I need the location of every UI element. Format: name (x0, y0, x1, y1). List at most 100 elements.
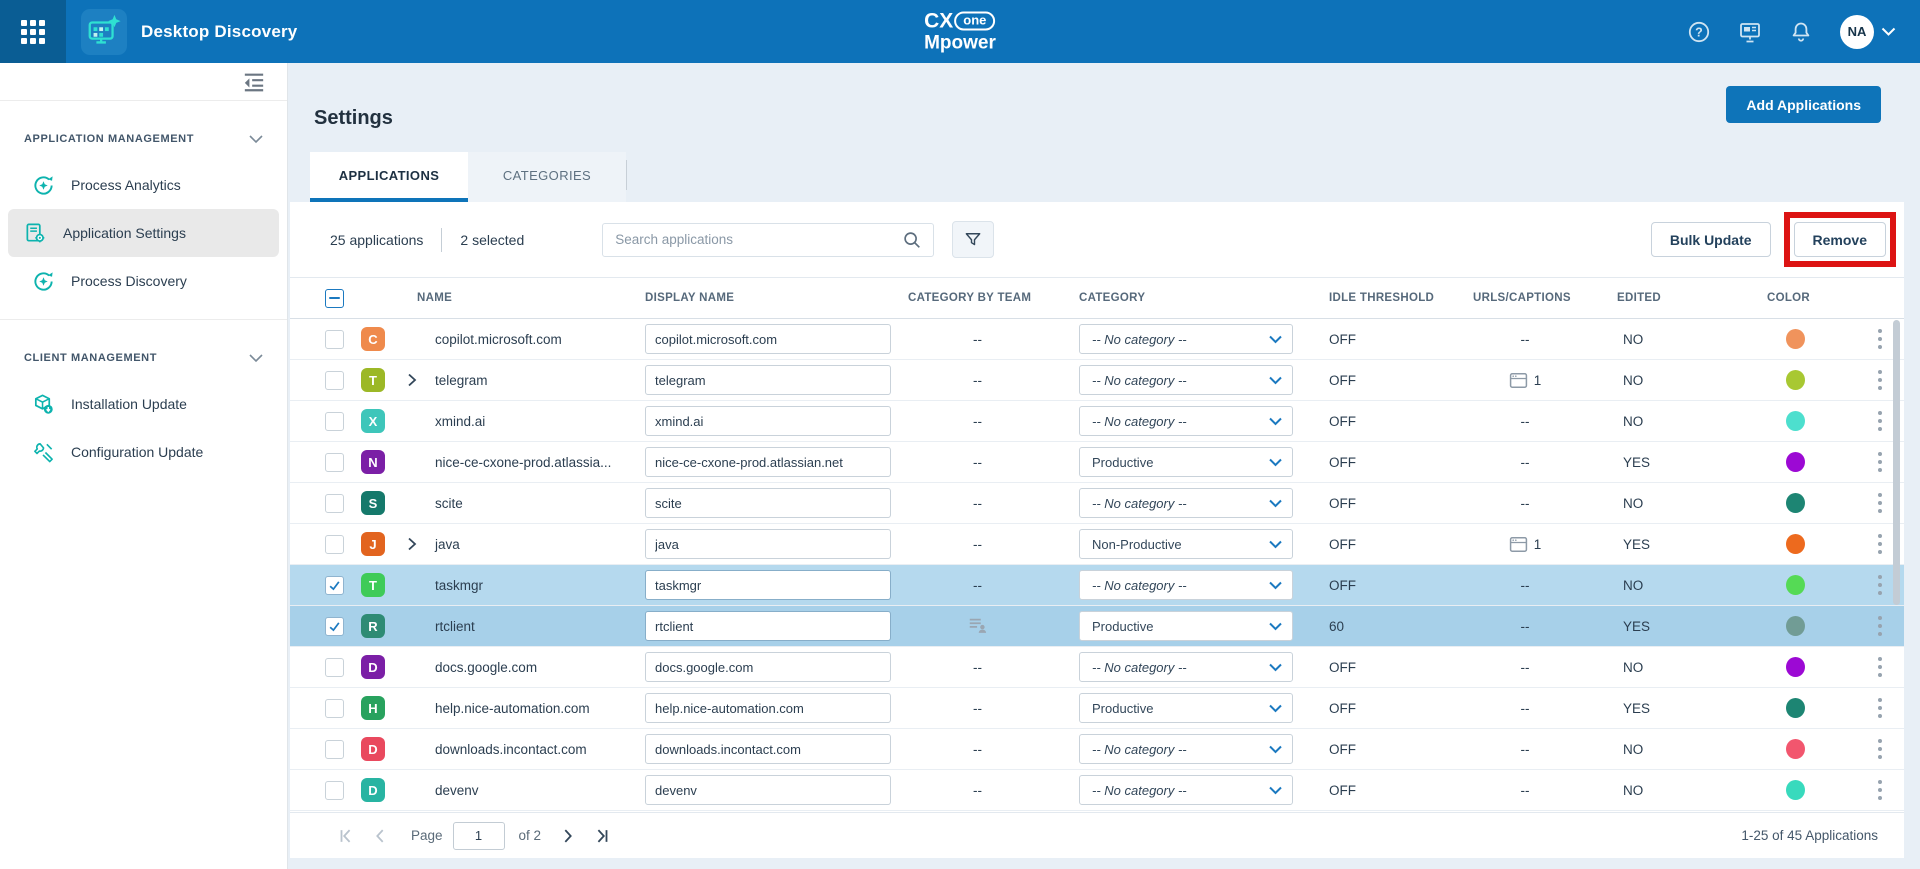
expand-chevron-icon[interactable] (405, 537, 419, 551)
table-toolbar: 25 applications 2 selected Bulk Update R… (290, 202, 1904, 277)
next-page-button[interactable] (557, 825, 579, 847)
section-application-management[interactable]: APPLICATION MANAGEMENT (0, 129, 287, 149)
color-dot[interactable] (1785, 657, 1805, 677)
display-name-input[interactable] (645, 611, 891, 641)
color-dot[interactable] (1785, 698, 1805, 718)
display-name-input[interactable] (645, 652, 891, 682)
category-dropdown[interactable]: -- No category -- (1079, 324, 1293, 354)
kebab-menu-icon[interactable] (1874, 694, 1886, 722)
sidebar-item-process-analytics[interactable]: Process Analytics (8, 161, 279, 209)
help-icon[interactable]: ? (1687, 20, 1711, 44)
kebab-menu-icon[interactable] (1874, 448, 1886, 476)
urls-captions-value: -- (1520, 495, 1530, 511)
category-dropdown[interactable]: -- No category -- (1079, 652, 1293, 682)
kebab-menu-icon[interactable] (1874, 776, 1886, 804)
category-dropdown[interactable]: -- No category -- (1079, 488, 1293, 518)
page-number-input[interactable] (452, 821, 505, 850)
display-name-input[interactable] (645, 775, 891, 805)
notifications-bell-icon[interactable] (1789, 20, 1813, 44)
category-dropdown[interactable]: Productive (1079, 693, 1293, 723)
color-dot[interactable] (1785, 411, 1805, 431)
display-name-input[interactable] (645, 365, 891, 395)
kebab-menu-icon[interactable] (1874, 489, 1886, 517)
scrollbar-thumb[interactable] (1893, 320, 1900, 606)
kebab-menu-icon[interactable] (1874, 366, 1886, 394)
collapse-sidebar-icon[interactable] (243, 72, 265, 92)
remove-button[interactable]: Remove (1793, 222, 1886, 257)
color-dot[interactable] (1785, 575, 1805, 595)
row-checkbox[interactable] (325, 657, 344, 677)
section-client-management[interactable]: CLIENT MANAGEMENT (0, 348, 287, 368)
app-launcher-button[interactable] (0, 0, 66, 63)
category-dropdown[interactable]: -- No category -- (1079, 734, 1293, 764)
kebab-menu-icon[interactable] (1874, 530, 1886, 558)
row-checkbox[interactable] (325, 452, 344, 472)
category-dropdown[interactable]: -- No category -- (1079, 406, 1293, 436)
color-dot[interactable] (1785, 739, 1805, 759)
color-dot[interactable] (1785, 534, 1805, 554)
sidebar-item-installation-update[interactable]: Installation Update (8, 380, 279, 428)
display-name-input[interactable] (645, 693, 891, 723)
color-dot[interactable] (1785, 493, 1805, 513)
display-name-input[interactable] (645, 570, 891, 600)
row-checkbox[interactable] (325, 698, 344, 718)
tab-applications[interactable]: APPLICATIONS (310, 152, 468, 202)
previous-page-button[interactable] (369, 825, 391, 847)
row-checkbox[interactable] (325, 739, 344, 759)
display-name-input[interactable] (645, 529, 891, 559)
row-checkbox[interactable] (325, 411, 344, 431)
sidebar-item-configuration-update[interactable]: Configuration Update (8, 428, 279, 476)
sidebar: APPLICATION MANAGEMENT Process Analytics… (0, 63, 288, 869)
add-applications-button[interactable]: Add Applications (1726, 86, 1881, 123)
color-dot[interactable] (1785, 370, 1805, 390)
edited-value: NO (1623, 413, 1644, 429)
search-icon[interactable] (901, 229, 923, 251)
row-checkbox[interactable] (325, 575, 344, 595)
kebab-menu-icon[interactable] (1874, 612, 1886, 640)
first-page-button[interactable] (335, 825, 357, 847)
kebab-menu-icon[interactable] (1874, 735, 1886, 763)
user-menu[interactable]: NA (1840, 14, 1896, 49)
row-checkbox[interactable] (325, 616, 344, 636)
color-dot[interactable] (1785, 452, 1805, 472)
category-dropdown[interactable]: -- No category -- (1079, 775, 1293, 805)
column-idle-threshold: IDLE THRESHOLD (1329, 292, 1435, 304)
filter-button[interactable] (952, 221, 995, 258)
search-input[interactable] (615, 232, 902, 247)
row-checkbox[interactable] (325, 370, 344, 390)
category-dropdown[interactable]: Productive (1079, 447, 1293, 477)
expand-chevron-icon[interactable] (405, 373, 419, 387)
kebab-menu-icon[interactable] (1874, 653, 1886, 681)
kebab-menu-icon[interactable] (1874, 325, 1886, 353)
avatar[interactable]: NA (1840, 14, 1874, 49)
row-checkbox[interactable] (325, 780, 344, 800)
select-all-checkbox[interactable] (325, 288, 344, 308)
kebab-menu-icon[interactable] (1874, 571, 1886, 599)
urls-captions-badge[interactable]: 1 (1509, 372, 1541, 389)
display-name-input[interactable] (645, 406, 891, 436)
bulk-update-button[interactable]: Bulk Update (1650, 222, 1771, 257)
presentation-icon[interactable] (1738, 20, 1762, 44)
category-dropdown[interactable]: Productive (1079, 611, 1293, 641)
row-checkbox[interactable] (325, 493, 344, 513)
display-name-input[interactable] (645, 734, 891, 764)
urls-captions-badge[interactable]: 1 (1509, 536, 1541, 553)
app-name: downloads.incontact.com (435, 741, 587, 757)
tab-categories[interactable]: CATEGORIES (468, 152, 626, 202)
color-dot[interactable] (1785, 780, 1805, 800)
row-checkbox[interactable] (325, 534, 344, 554)
display-name-input[interactable] (645, 324, 891, 354)
category-dropdown[interactable]: Non-Productive (1079, 529, 1293, 559)
color-dot[interactable] (1785, 616, 1805, 636)
category-dropdown[interactable]: -- No category -- (1079, 570, 1293, 600)
sidebar-item-process-discovery[interactable]: Process Discovery (8, 257, 279, 305)
display-name-input[interactable] (645, 447, 891, 477)
color-dot[interactable] (1785, 329, 1805, 349)
app-name: java (435, 536, 460, 552)
category-dropdown[interactable]: -- No category -- (1079, 365, 1293, 395)
sidebar-item-application-settings[interactable]: Application Settings (8, 209, 279, 257)
display-name-input[interactable] (645, 488, 891, 518)
row-checkbox[interactable] (325, 329, 344, 349)
kebab-menu-icon[interactable] (1874, 407, 1886, 435)
last-page-button[interactable] (591, 825, 613, 847)
